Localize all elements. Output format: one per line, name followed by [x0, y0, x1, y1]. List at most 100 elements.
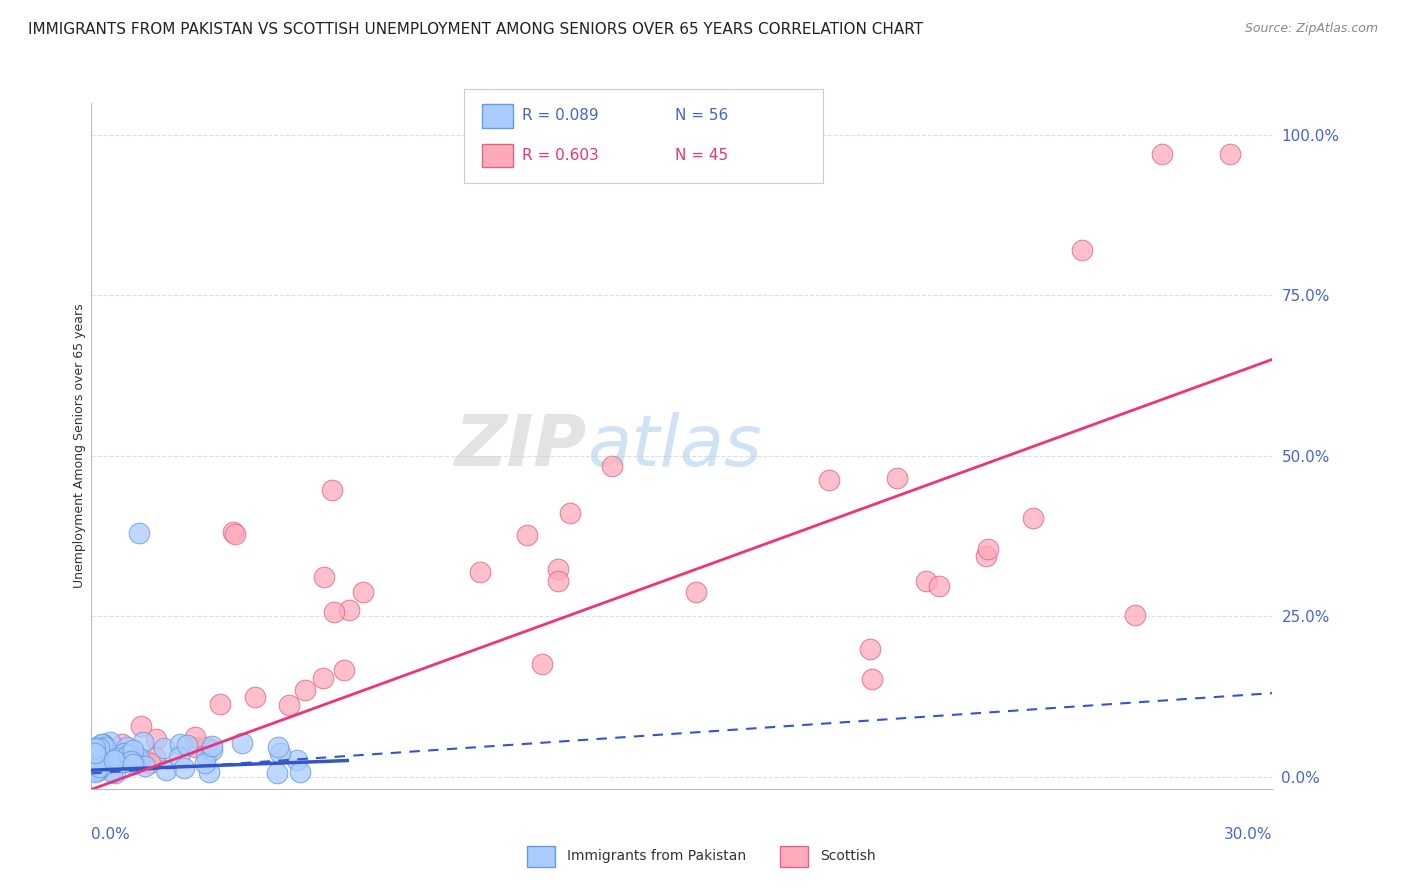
Point: [86, 764, 108, 778]
Point: [86, 746, 108, 760]
Point: [84, 746, 107, 760]
Point: [167, 749, 190, 764]
Point: [333, 663, 356, 677]
Point: [93, 746, 115, 760]
Point: [84, 740, 107, 755]
Point: [285, 754, 308, 768]
Point: [685, 584, 707, 599]
Point: [547, 574, 569, 589]
Text: IMMIGRANTS FROM PAKISTAN VS SCOTTISH UNEMPLOYMENT AMONG SENIORS OVER 65 YEARS CO: IMMIGRANTS FROM PAKISTAN VS SCOTTISH UNE…: [28, 22, 924, 37]
Point: [111, 748, 134, 763]
Point: [89, 758, 111, 772]
Point: [886, 471, 908, 485]
Point: [201, 739, 224, 753]
Point: [129, 719, 152, 733]
Point: [169, 737, 191, 751]
Text: 0.0%: 0.0%: [91, 827, 131, 842]
Point: [86, 764, 108, 778]
Point: [977, 542, 1000, 557]
Point: [91, 758, 114, 772]
Point: [132, 735, 155, 749]
Point: [269, 746, 291, 760]
Point: [111, 755, 134, 769]
Text: atlas: atlas: [588, 411, 762, 481]
Point: [231, 736, 253, 750]
Point: [84, 764, 107, 779]
Point: [860, 672, 883, 686]
Text: R = 0.603: R = 0.603: [522, 148, 599, 162]
Point: [89, 760, 111, 774]
Point: [91, 740, 114, 755]
Point: [222, 525, 245, 540]
Text: 30.0%: 30.0%: [1225, 827, 1272, 842]
Point: [1219, 147, 1241, 161]
Point: [974, 549, 997, 563]
Point: [278, 698, 301, 713]
Point: [176, 738, 198, 752]
Text: N = 56: N = 56: [675, 109, 728, 123]
Point: [600, 459, 623, 474]
Text: Scottish: Scottish: [820, 849, 876, 863]
Point: [194, 756, 217, 770]
Point: [145, 732, 167, 747]
Point: [143, 750, 166, 764]
Point: [243, 690, 266, 704]
Point: [1152, 147, 1174, 161]
Point: [105, 750, 128, 764]
Point: [98, 735, 121, 749]
Point: [173, 761, 195, 775]
Point: [208, 697, 231, 711]
Point: [516, 528, 538, 542]
Point: [200, 743, 222, 757]
Point: [928, 579, 950, 593]
Point: [153, 740, 176, 755]
Point: [122, 756, 145, 771]
Point: [1022, 510, 1045, 524]
Point: [547, 562, 569, 576]
Point: [84, 741, 107, 756]
Point: [87, 748, 110, 763]
Point: [531, 657, 554, 671]
Point: [858, 641, 880, 656]
Point: [87, 740, 110, 755]
Point: [267, 739, 290, 754]
Point: [114, 751, 136, 765]
Point: [183, 730, 205, 744]
Text: Source: ZipAtlas.com: Source: ZipAtlas.com: [1244, 22, 1378, 36]
Point: [198, 765, 221, 780]
Point: [120, 755, 142, 769]
Point: [294, 682, 316, 697]
Point: [122, 743, 145, 757]
Point: [139, 756, 162, 770]
Point: [323, 605, 346, 619]
Point: [117, 747, 139, 762]
Point: [558, 506, 581, 520]
Point: [266, 765, 288, 780]
Point: [352, 585, 374, 599]
Point: [94, 739, 117, 754]
Point: [89, 739, 111, 753]
Point: [90, 737, 112, 751]
Point: [91, 737, 114, 751]
Point: [87, 755, 110, 769]
Point: [128, 525, 150, 540]
Point: [104, 766, 127, 780]
Point: [337, 603, 360, 617]
Point: [128, 751, 150, 765]
Point: [194, 740, 217, 755]
Point: [93, 740, 115, 755]
Point: [290, 764, 312, 779]
Point: [134, 752, 156, 766]
Point: [155, 763, 177, 777]
Point: [914, 574, 936, 588]
Point: [134, 758, 156, 772]
Point: [321, 483, 343, 498]
Point: [194, 748, 217, 763]
Text: N = 45: N = 45: [675, 148, 728, 162]
Point: [1123, 607, 1146, 622]
Point: [111, 737, 134, 751]
Point: [470, 565, 492, 579]
Text: ZIP: ZIP: [456, 411, 588, 481]
Point: [112, 746, 135, 760]
Point: [122, 755, 145, 769]
